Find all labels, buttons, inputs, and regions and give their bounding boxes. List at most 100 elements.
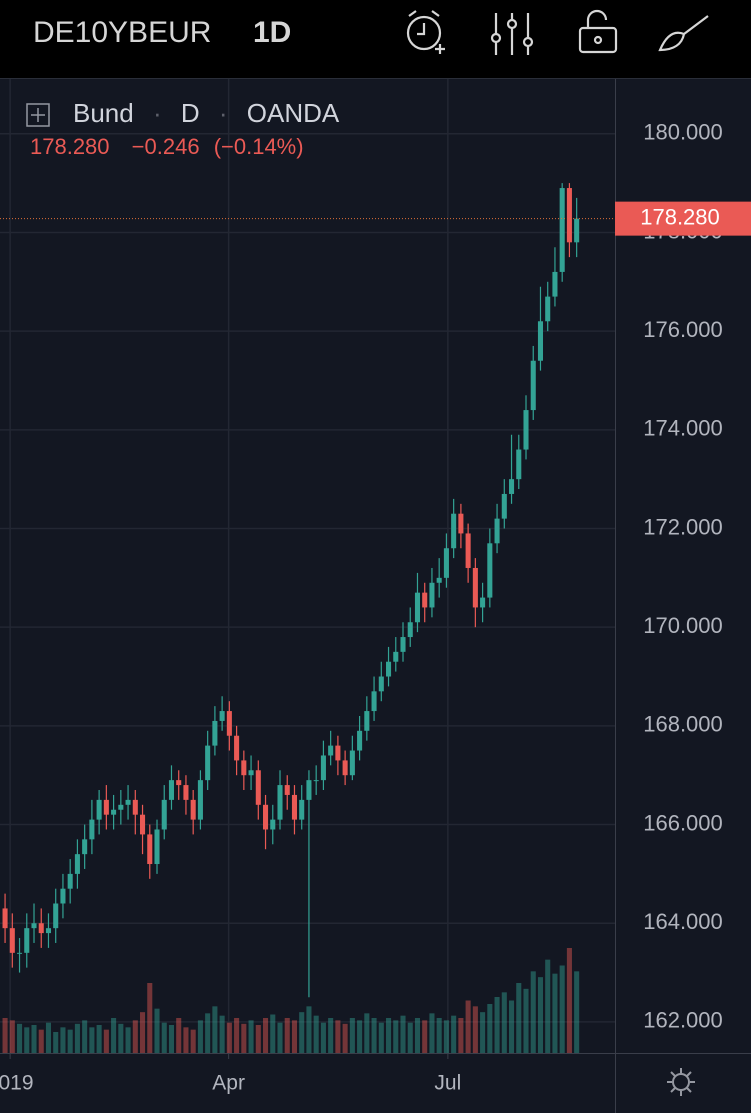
volume-bar [378,1022,384,1053]
volume-bar [320,1022,326,1053]
volume-bar [487,1004,493,1053]
candle-body [364,711,370,731]
candle-body [566,188,572,243]
candle-body [393,651,399,662]
y-tick-label: 176.000 [643,317,723,342]
candle-body [284,785,290,795]
candle-body [443,548,449,578]
candle-body [436,577,442,583]
volume-bar [197,1020,203,1053]
candle-body [241,760,247,776]
volume-bar [147,983,153,1053]
candle-body [205,745,211,781]
candle-body [414,592,421,623]
volume-bar [407,1022,413,1053]
brush-icon[interactable] [658,15,709,52]
candle-body [494,518,500,544]
x-tick-label: Apr [212,1072,245,1095]
volume-bar [414,1018,421,1053]
volume-bar [53,1032,59,1053]
candle-body [176,780,182,786]
candle-body [270,819,276,830]
volume-bar [270,1014,276,1053]
volume-bar [2,1018,8,1053]
candle-body [451,513,457,549]
volume-bar [559,965,565,1053]
legend-toggle-plus [31,108,45,122]
volume-bar [386,1018,392,1053]
volume-bar [299,1012,305,1053]
candle-body [89,819,95,840]
candle-body [24,928,30,953]
alarm-icon[interactable] [406,10,445,54]
candle-body [45,928,52,934]
volume-bar [349,1018,355,1053]
candle-body [161,799,167,830]
volume-bar [458,1018,464,1053]
legend-change-pct: (−0.14%) [214,134,304,159]
volume-bar [436,1018,442,1053]
volume-bar [103,1029,109,1053]
candle-body [465,533,471,568]
candle-body [53,903,59,929]
interval[interactable]: 1D [253,16,291,49]
candle-body [132,799,138,815]
candle-body [190,799,196,820]
volume-bar [545,959,551,1053]
volume-bar [168,1025,175,1053]
volume-bar [284,1018,290,1053]
candle-body [147,834,153,865]
volume-bar [400,1015,406,1053]
legend-toggle[interactable] [26,103,50,127]
volume-bar [60,1027,66,1053]
legend-source: OANDA [247,98,340,128]
volume-bar [219,1015,225,1053]
volume-bar [530,971,536,1053]
volume-bar [140,1012,146,1053]
y-tick-label: 180.000 [643,120,723,145]
candle-body [154,829,160,865]
volume-bar [371,1018,377,1053]
volume-bar [17,1023,23,1053]
volume-bar [226,1022,232,1053]
volume-bar [393,1020,399,1053]
indicators-icon[interactable] [490,13,534,55]
candle-body [168,780,175,800]
candle-body [545,296,551,322]
legend-line: Bund · D · OANDA [73,98,340,128]
candle-body [2,908,8,929]
candle-body [487,543,493,598]
candle-body [299,799,305,820]
volume-bar [190,1029,196,1053]
candle-body [82,839,88,855]
candle-body [386,661,392,677]
settings-icon[interactable] [667,1068,695,1096]
volume-bar [552,973,558,1053]
candle-body [559,188,565,272]
candle-body [342,760,348,776]
legend-dot: · [219,98,228,128]
candle-body [263,804,269,830]
volume-bar [205,1013,211,1053]
symbol[interactable]: DE10YBEUR [33,16,211,49]
volume-bar [328,1018,334,1053]
volume-bar [494,997,500,1053]
candle-body [472,567,478,608]
volume-bar [335,1020,341,1053]
volume-bar [465,1000,471,1053]
volume-bar [248,1020,254,1053]
candle-body [9,928,15,953]
volume-bar [161,1022,167,1053]
volume-bar [263,1018,269,1053]
volume-bar [509,1000,515,1053]
lock-icon[interactable] [578,9,618,54]
candle-body [422,592,428,608]
candle-body [349,750,355,776]
y-tick-label: 172.000 [643,514,723,539]
volume-bar [291,1020,298,1053]
candle-body [103,799,109,815]
volume-bar [45,1022,52,1053]
candle-body [320,755,326,781]
